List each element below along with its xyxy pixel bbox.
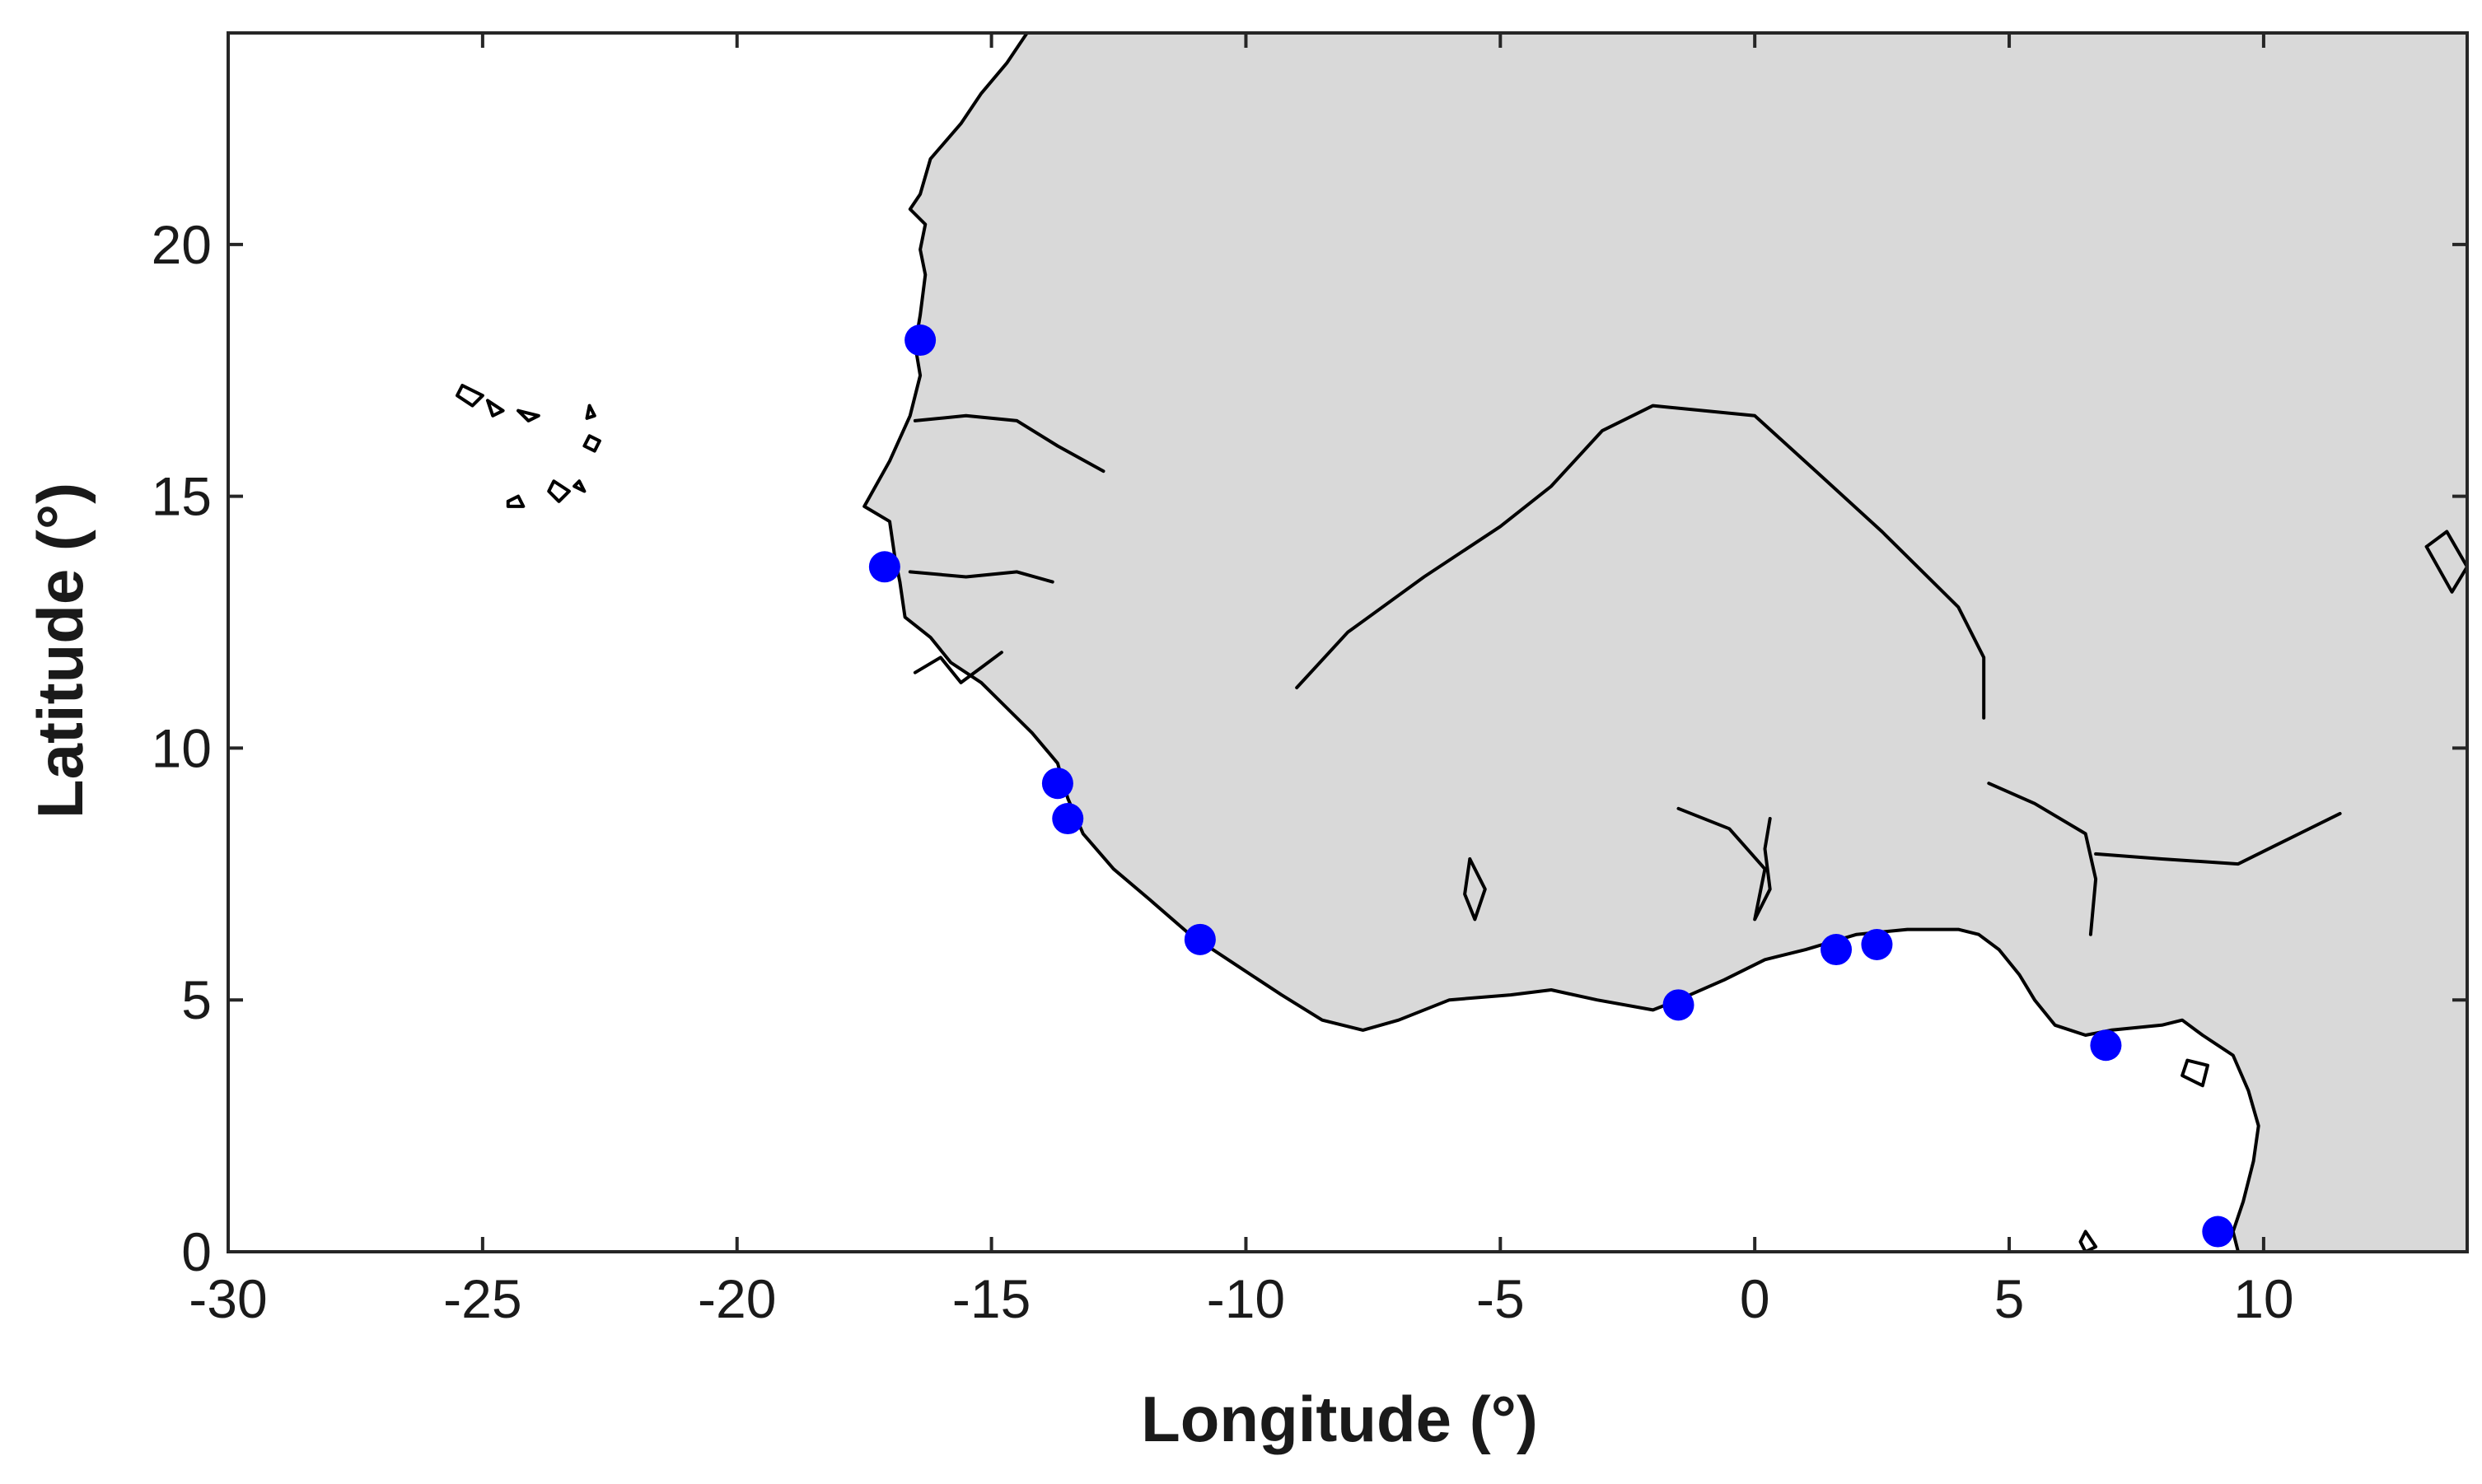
x-tick-label: -10	[1207, 1268, 1285, 1329]
y-axis-title: Latitude (°)	[24, 483, 96, 819]
volta-lake	[1676, 806, 1772, 922]
x-tick-label: -30	[189, 1268, 267, 1329]
land-area	[864, 33, 2467, 1252]
y-tick-label: 15	[152, 466, 212, 527]
x-tick-label: -20	[698, 1268, 776, 1329]
bijagos-coast	[913, 651, 1003, 684]
station-marker	[868, 551, 900, 583]
cape-verde-sal	[585, 404, 596, 420]
sao-tome	[2078, 1230, 2098, 1252]
axes-frame	[227, 31, 2469, 1253]
y-tick-label: 5	[181, 969, 212, 1030]
y-tick-label: 20	[152, 214, 212, 275]
plot-area	[456, 33, 2467, 1252]
x-axis-title: Longitude (°)	[1141, 1383, 1538, 1455]
x-tick-label: 10	[2233, 1268, 2293, 1329]
benue-river	[2094, 811, 2342, 866]
cape-verde-fogo	[506, 494, 526, 508]
bioko	[2181, 1058, 2209, 1088]
x-tick-label: 0	[1740, 1268, 1770, 1329]
x-tick-label: -25	[443, 1268, 521, 1329]
station-marker	[1041, 768, 1073, 800]
senegal-river	[913, 413, 1105, 474]
cape-verde-maio	[573, 479, 587, 493]
station-marker	[1662, 989, 1694, 1021]
axis-ticks: -30 -25 -20 -15 -10 -5 0 5 10 0 5 10 15 20	[152, 33, 2467, 1329]
cape-verde-santo-antao	[456, 384, 484, 408]
station-marker	[1052, 803, 1084, 835]
cape-verde-sao-vicente	[486, 399, 505, 418]
niger-river-lower	[1987, 782, 2098, 936]
station-marker	[2202, 1216, 2234, 1248]
gambia-river	[908, 570, 1054, 584]
station-marker	[1861, 928, 1893, 960]
cape-verde-boa-vista	[582, 434, 601, 453]
station-marker	[2090, 1029, 2122, 1062]
x-tick-label: 5	[1994, 1268, 2025, 1329]
y-tick-label: 10	[152, 717, 212, 778]
station-marker	[904, 324, 937, 357]
cape-verde-sao-nicolau	[516, 408, 540, 422]
station-marker	[1821, 934, 1853, 966]
station-marker	[1184, 923, 1216, 955]
niger-river-upper	[1295, 404, 1986, 720]
cape-verde-santiago	[547, 479, 571, 503]
lake-kossou	[1463, 857, 1487, 922]
x-tick-label: -5	[1476, 1268, 1525, 1329]
lake-chad	[2424, 530, 2467, 594]
y-tick-label: 0	[181, 1221, 212, 1282]
x-tick-label: -15	[952, 1268, 1031, 1329]
